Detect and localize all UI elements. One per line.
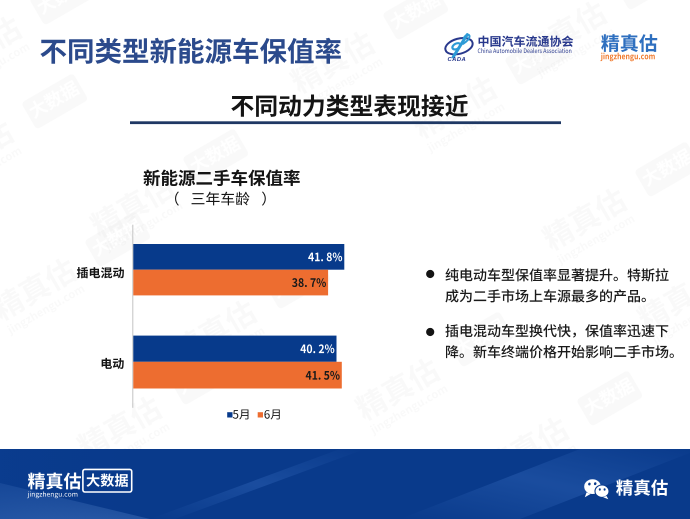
svg-text:CADA: CADA	[448, 57, 467, 63]
